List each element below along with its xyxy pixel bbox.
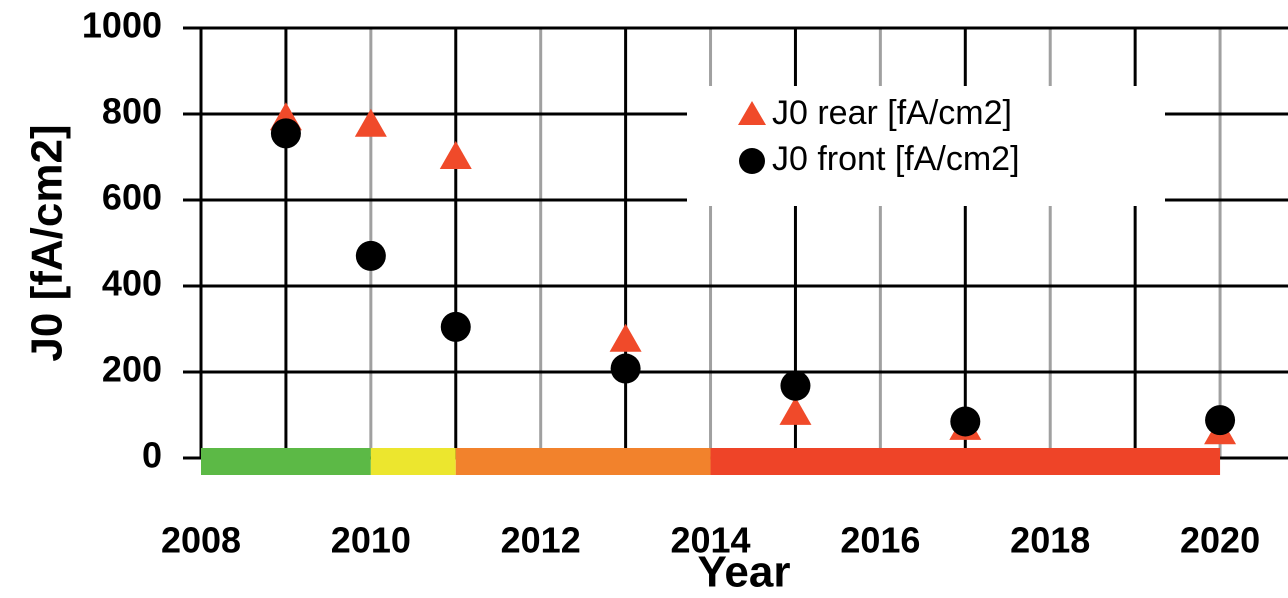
y-tick-label: 200 xyxy=(102,349,162,390)
circle-marker xyxy=(270,118,301,149)
y-axis-label: J0 [fA/cm2] xyxy=(23,124,72,361)
legend-marker xyxy=(738,101,766,125)
circle-marker xyxy=(440,311,471,342)
triangle-marker xyxy=(439,141,472,169)
x-tick-label: 2016 xyxy=(840,520,920,561)
period-band xyxy=(201,448,371,475)
y-tick-label: 800 xyxy=(102,91,162,132)
period-band xyxy=(710,448,1221,475)
y-tick-label: 600 xyxy=(102,177,162,218)
legend-label: J0 rear [fA/cm2] xyxy=(772,94,1012,132)
period-band xyxy=(370,448,456,475)
legend-label: J0 front [fA/cm2] xyxy=(772,140,1020,178)
circle-marker xyxy=(355,240,386,271)
y-tick-label: 400 xyxy=(102,263,162,304)
legend: J0 rear [fA/cm2] J0 front [fA/cm2] xyxy=(687,86,1165,206)
legend-box xyxy=(687,86,1165,206)
x-tick-label: 2014 xyxy=(670,520,750,561)
circle-marker xyxy=(1205,405,1236,436)
circle-marker xyxy=(950,406,981,437)
x-axis-label: Year xyxy=(698,548,791,597)
circle-marker xyxy=(610,353,641,384)
triangle-marker xyxy=(779,396,812,425)
x-tick-label: 2020 xyxy=(1180,520,1260,561)
legend-marker xyxy=(739,148,765,174)
triangle-marker xyxy=(609,323,642,352)
x-tick-label: 2010 xyxy=(331,520,411,561)
period-band xyxy=(455,448,711,475)
x-tick-label: 2018 xyxy=(1010,520,1090,561)
x-tick-label: 2008 xyxy=(161,520,241,561)
y-tick-label: 0 xyxy=(142,435,162,476)
y-tick-label: 1000 xyxy=(82,5,162,46)
triangle-marker xyxy=(354,108,387,137)
circle-marker xyxy=(780,370,811,401)
x-tick-label: 2012 xyxy=(501,520,581,561)
